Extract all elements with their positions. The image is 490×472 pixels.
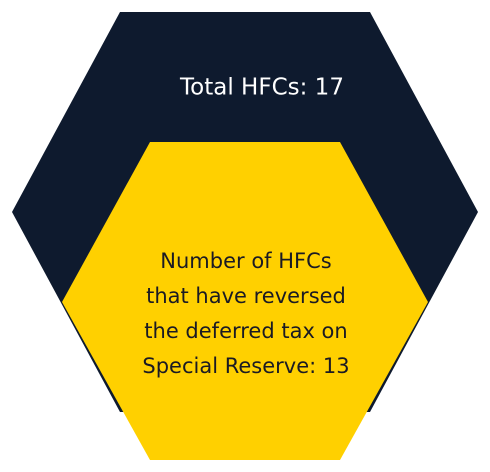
inner-label-line: Special Reserve: 13 <box>142 354 349 378</box>
outer-label: Total HFCs: 17 <box>179 75 344 101</box>
inner-label-line: that have reversed <box>146 284 346 308</box>
inner-label-line: Number of HFCs <box>160 249 331 273</box>
inner-label: Number of HFCs that have reversed the defe… <box>142 249 349 378</box>
inner-label-line: the deferred tax on <box>144 319 347 343</box>
inner-hexagon <box>62 142 428 460</box>
